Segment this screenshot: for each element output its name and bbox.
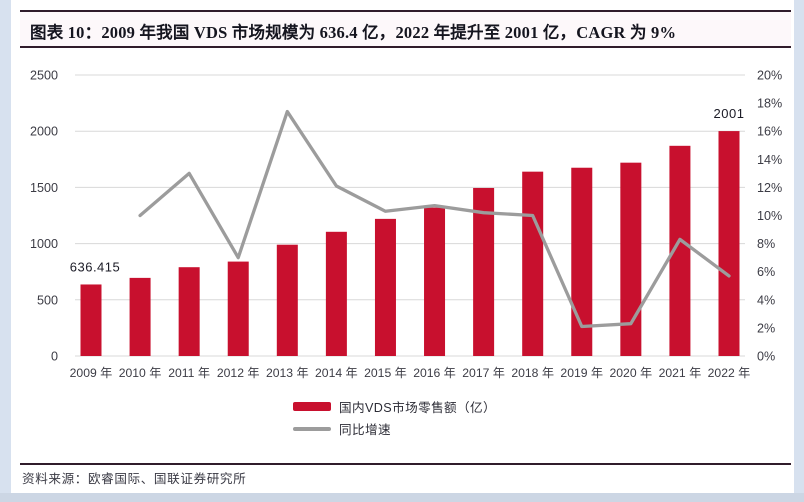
right-axis-tick-label: 4% — [757, 293, 775, 307]
title-top-rule — [20, 10, 791, 12]
legend-line-swatch — [293, 426, 331, 431]
title-bottom-rule — [20, 46, 791, 48]
combo-chart: 0 500 1000 1500 2000 2500 0% 2% 4% 6% 8% 10% 12% 14% 1… — [30, 69, 782, 381]
title-band — [20, 12, 791, 46]
right-axis-tick-label: 2% — [757, 321, 775, 335]
left-axis-tick-label: 1000 — [30, 237, 58, 251]
bar-2022 年 — [718, 131, 740, 356]
right-axis-tick-label: 18% — [757, 97, 782, 111]
left-axis-tick-label: 500 — [37, 293, 58, 307]
bar-2021 年 — [669, 145, 691, 356]
legend-bar-label: 国内VDS市场零售额（亿） — [339, 401, 497, 415]
bar-2016 年 — [424, 207, 446, 356]
footer-rule — [20, 463, 791, 465]
page-edge-left — [0, 0, 11, 502]
bar-2011 年 — [178, 267, 200, 356]
x-axis-tick-label: 2021 年 — [659, 366, 702, 380]
left-axis-tick-label: 0 — [51, 350, 58, 364]
right-axis-tick-label: 12% — [757, 181, 782, 195]
bar-2019 年 — [571, 167, 593, 356]
chart-title: 图表 10：2009 年我国 VDS 市场规模为 636.4 亿，2022 年提… — [30, 23, 677, 42]
growth-line — [138, 109, 731, 329]
bar-2014 年 — [325, 231, 347, 356]
x-axis-tick-label: 2016 年 — [413, 366, 456, 380]
x-axis-tick-label: 2019 年 — [560, 366, 603, 380]
x-axis-tick-label: 2015 年 — [364, 366, 407, 380]
page-edge-bottom — [0, 493, 804, 502]
legend-bar-swatch — [293, 402, 331, 411]
x-axis-tick-label: 2010 年 — [119, 366, 162, 380]
right-axis-tick-label: 8% — [757, 237, 775, 251]
left-axis-tick-label: 2000 — [30, 125, 58, 139]
x-axis-tick-label: 2020 年 — [610, 366, 653, 380]
source-note: 资料来源：欧睿国际、国联证券研究所 — [22, 472, 247, 486]
bar-2012 年 — [227, 261, 249, 356]
left-axis-tick-label: 1500 — [30, 181, 58, 195]
left-axis-tick-label: 2500 — [30, 69, 58, 83]
right-axis-tick-label: 6% — [757, 265, 775, 279]
bar-2020 年 — [620, 162, 642, 356]
bar-2018 年 — [522, 171, 544, 356]
legend-line-label: 同比增速 — [339, 423, 391, 437]
page-edge-right — [794, 0, 804, 502]
bar-2013 年 — [276, 244, 298, 356]
legend-item-line: 同比增速 — [293, 421, 496, 437]
bar-2009 年 — [80, 284, 102, 356]
bar-2017 年 — [473, 187, 495, 356]
right-axis-tick-label: 20% — [757, 69, 782, 83]
bar-2015 年 — [374, 218, 396, 356]
x-axis-tick-label: 2011 年 — [168, 366, 210, 380]
bar-value-label: 636.415 — [70, 259, 121, 274]
x-axis-tick-label: 2018 年 — [511, 366, 554, 380]
x-axis-tick-label: 2022 年 — [708, 366, 751, 380]
bar-value-label: 2001 — [714, 106, 745, 121]
x-axis-tick-label: 2017 年 — [462, 366, 505, 380]
x-axis-tick-label: 2012 年 — [217, 366, 260, 380]
legend-item-bar: 国内VDS市场零售额（亿） — [293, 399, 497, 415]
x-axis-tick-label: 2013 年 — [266, 366, 309, 380]
right-axis-tick-label: 10% — [757, 209, 782, 223]
bar-2010 年 — [129, 277, 151, 356]
legend: 国内VDS市场零售额（亿） 同比增速 — [293, 399, 497, 437]
x-axis-tick-label: 2014 年 — [315, 366, 358, 380]
right-axis-tick-label: 0% — [757, 350, 775, 364]
right-axis-tick-label: 14% — [757, 153, 782, 167]
x-axis-tick-label: 2009 年 — [70, 366, 113, 380]
right-axis-tick-label: 16% — [757, 125, 782, 139]
